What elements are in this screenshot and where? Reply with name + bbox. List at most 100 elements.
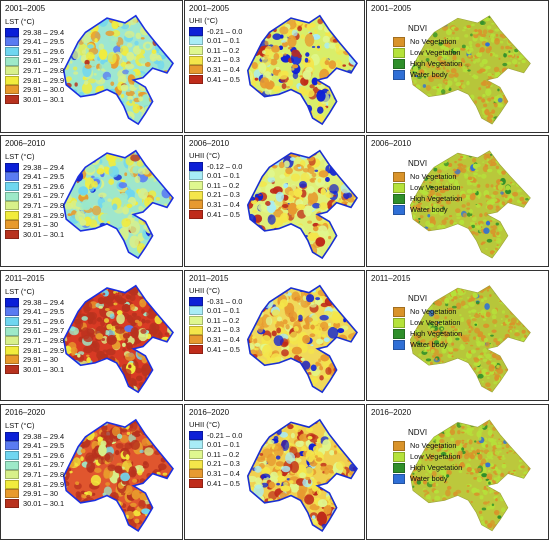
- legend-item: High Vegetation: [393, 58, 462, 69]
- legend-swatch: [189, 469, 203, 479]
- legend-label: 29.91 – 30.0: [23, 85, 65, 95]
- legend-item: High Vegetation: [393, 328, 462, 339]
- period-label: 2001–2005: [5, 4, 46, 13]
- lst-map: [59, 146, 179, 264]
- period-label: 2011–2015: [371, 274, 411, 283]
- legend-swatch: [393, 36, 405, 47]
- legend-item: 29.71 – 29.8: [5, 470, 64, 480]
- lst-legend: LST (°C) 29.38 – 29.4 29.41 – 29.5 29.51 – …: [5, 421, 65, 509]
- legend-swatch: [189, 459, 203, 469]
- legend-swatch: [393, 440, 405, 451]
- legend-swatch: [189, 181, 203, 191]
- legend-label: 30.01 – 30.1: [23, 94, 65, 104]
- legend-item: 0.11 – 0.2: [189, 181, 242, 191]
- legend-item: 0.01 – 0.1: [189, 306, 242, 316]
- legend-item: 30.01 – 30.1: [5, 365, 64, 375]
- legend-swatch: [5, 365, 19, 375]
- legend-item: 29.41 – 29.5: [5, 172, 64, 182]
- legend-item: Water body: [393, 204, 462, 215]
- legend-swatch: [189, 325, 203, 335]
- legend-title: LST (°C): [5, 152, 35, 161]
- legend-label: 29.61 – 29.7: [23, 326, 65, 336]
- legend-swatch: [5, 441, 19, 451]
- legend-title: NDVI: [408, 159, 428, 168]
- legend-item: 29.51 – 29.6: [5, 451, 64, 461]
- ndvi-map: [405, 146, 537, 264]
- legend-label: Water body: [410, 339, 448, 349]
- legend-item: 29.71 – 29.8: [5, 201, 64, 211]
- legend-item: 30.01 – 30.1: [5, 95, 64, 105]
- ndvi-map: [405, 281, 537, 398]
- period-label: 2011–2015: [189, 274, 229, 283]
- legend-label: -0.31 – 0.0: [207, 296, 243, 306]
- legend-label: 0.41 – 0.5: [207, 74, 240, 84]
- legend-item: High Vegetation: [393, 193, 462, 204]
- ndvi-map: [405, 415, 537, 537]
- legend-swatch: [5, 470, 19, 480]
- legend-swatch: [393, 193, 405, 204]
- legend-label: 29.61 – 29.7: [23, 56, 65, 66]
- legend-item: 29.38 – 29.4: [5, 297, 64, 308]
- lst-map: [59, 11, 179, 130]
- legend-swatch: [189, 36, 203, 46]
- legend-label: 29.41 – 29.5: [23, 441, 65, 451]
- legend-label: High Vegetation: [410, 193, 463, 203]
- legend-label: 0.11 – 0.2: [207, 180, 240, 190]
- legend-swatch: [5, 27, 19, 37]
- uhi-legend: UHII (°C) -0.31 – 0.0 0.01 – 0.1 0.11 – 0.2…: [189, 287, 242, 354]
- legend-swatch: [189, 450, 203, 460]
- legend-label: 0.11 – 0.2: [207, 449, 240, 459]
- legend-swatch: [5, 460, 19, 470]
- legend-label: 29.71 – 29.8: [23, 470, 65, 480]
- legend-label: -0.21 – 0.0: [207, 26, 243, 36]
- legend-swatch: [5, 479, 19, 489]
- legend-label: No Vegetation: [410, 440, 457, 450]
- legend-item: 29.91 – 30: [5, 220, 64, 230]
- period-label: 2001–2005: [371, 4, 412, 13]
- legend-swatch: [189, 55, 203, 65]
- legend-label: 29.81 – 29.9: [23, 479, 65, 489]
- legend-label: 29.38 – 29.4: [23, 27, 65, 37]
- legend-swatch: [5, 210, 19, 220]
- legend-item: 0.01 – 0.1: [189, 36, 242, 46]
- legend-swatch: [189, 335, 203, 345]
- legend-label: 0.41 – 0.5: [207, 344, 240, 354]
- uhi-map: [243, 281, 363, 398]
- legend-item: -0.21 – 0.0: [189, 430, 242, 441]
- legend-item: 0.01 – 0.1: [189, 440, 242, 450]
- panel-uhi-2: 2006–2010 UHII (°C) -0.12 – 0.0 0.01 – 0.1 0…: [184, 135, 365, 267]
- panel-lst-3: 2011–2015 LST (°C) 29.38 – 29.4 29.41 – 29.…: [0, 270, 183, 401]
- legend-swatch: [5, 37, 19, 47]
- legend-item: 0.21 – 0.3: [189, 190, 242, 200]
- lst-legend: LST (°C) 29.38 – 29.4 29.41 – 29.5 29.51 – …: [5, 288, 65, 375]
- ndvi-legend: NDVI No Vegetation Low Vegetation High Vege…: [393, 429, 462, 484]
- period-label: 2011–2015: [5, 274, 45, 283]
- legend-item: Low Vegetation: [393, 47, 462, 58]
- panel-uhi-4: 2016–2020 UHII (°C) -0.21 – 0.0 0.01 – 0.1 0…: [184, 404, 365, 540]
- legend-item: 0.41 – 0.5: [189, 209, 242, 220]
- legend-swatch: [5, 75, 19, 85]
- panel-ndvi-4: 2016–2020 NDVI No Vegetation Low Vegetation…: [366, 404, 549, 540]
- legend-swatch: [189, 171, 203, 181]
- legend-title: LST (°C): [5, 421, 35, 430]
- legend-swatch: [189, 440, 203, 450]
- legend-swatch: [393, 462, 405, 473]
- legend-item: 29.71 – 29.8: [5, 336, 64, 346]
- legend-swatch: [189, 200, 203, 210]
- uhi-map: [243, 11, 363, 130]
- legend-label: 30.01 – 30.1: [23, 498, 65, 508]
- legend-swatch: [393, 171, 405, 182]
- legend-item: No Vegetation: [393, 306, 462, 317]
- legend-swatch: [5, 326, 19, 336]
- legend-item: 29.81 – 29.9: [5, 479, 65, 490]
- lst-map: [59, 281, 179, 398]
- uhi-legend: UHII (°C) -0.12 – 0.0 0.01 – 0.1 0.11 – 0.2…: [189, 152, 242, 219]
- legend-label: 29.51 – 29.6: [23, 181, 65, 191]
- legend-item: 0.41 – 0.5: [189, 344, 242, 355]
- panel-lst-1: 2001–2005 LST (°C) 29.38 – 29.4 29.41 – 29.…: [0, 0, 183, 133]
- legend-label: 29.81 – 29.9: [23, 75, 65, 85]
- uhi-legend: UHI (°C) -0.21 – 0.0 0.01 – 0.1 0.11 – 0.2 0…: [189, 17, 242, 84]
- period-label: 2001–2005: [189, 4, 230, 13]
- legend-swatch: [5, 317, 19, 327]
- period-label: 2006–2010: [189, 139, 230, 148]
